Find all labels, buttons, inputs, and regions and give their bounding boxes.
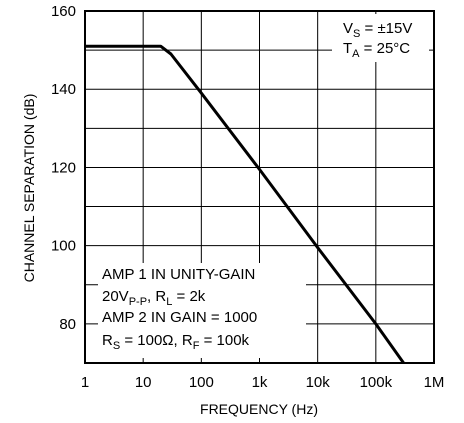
y-tick-label: 100: [51, 238, 76, 255]
y-axis-label: CHANNEL SEPARATION (dB): [21, 94, 37, 283]
x-tick-label: 1k: [252, 374, 268, 391]
x-tick-label: 1M: [424, 374, 445, 391]
y-tick-label: 120: [51, 159, 76, 176]
x-tick-label: 100k: [360, 374, 393, 391]
x-tick-label: 10: [135, 374, 152, 391]
note-line-4: RS = 100Ω, RF = 100k: [102, 332, 250, 352]
conditions-box: [332, 14, 429, 62]
series-line: [85, 44, 405, 364]
vs-condition: VS = ±15V: [343, 20, 412, 40]
note-line-2: 20VP-P, RL = 2k: [102, 288, 206, 308]
tick-labels: 1 10 100 1k 10k 100k 1M 80 100 120 140 160: [51, 3, 444, 391]
plot-frame: [84, 10, 435, 364]
y-tick-label: 140: [51, 81, 76, 98]
x-tick-label: 1: [81, 374, 89, 391]
x-tick-label: 10k: [306, 374, 331, 391]
notes-box: [98, 263, 306, 358]
y-tick-label: 80: [59, 316, 76, 333]
y-tick-label: 160: [51, 3, 76, 20]
x-tick-label: 100: [189, 374, 214, 391]
x-axis-label: FREQUENCY (Hz): [200, 401, 318, 417]
note-line-3: AMP 2 IN GAIN = 1000: [102, 309, 257, 326]
ta-condition: TA = 25°C: [343, 40, 410, 60]
note-line-1: AMP 1 IN UNITY-GAIN: [102, 266, 255, 283]
